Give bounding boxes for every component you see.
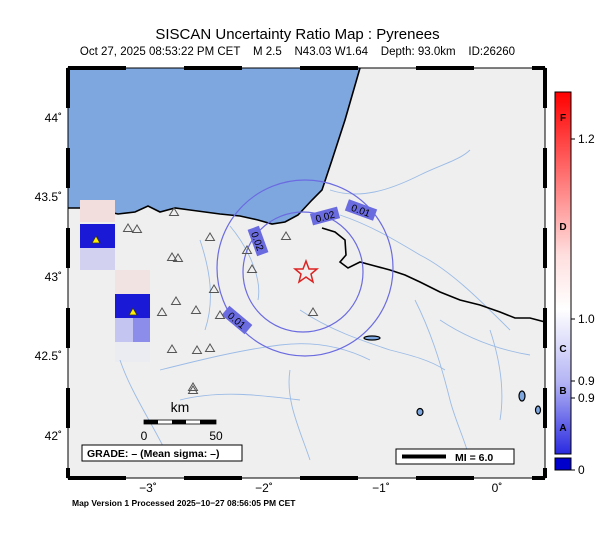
grade-letter: C	[559, 344, 566, 355]
scale-value: 0.9	[578, 374, 595, 388]
scale-unit: km	[171, 399, 190, 415]
event-subtitle: Oct 27, 2025 08:53:22 PM CET M 2.5 N43.0…	[0, 46, 595, 58]
grade-letter: B	[559, 386, 566, 397]
mi-legend-box: MI = 6.0	[395, 448, 515, 465]
contour-label-text: 0.02	[315, 210, 337, 226]
scale-value: 1.0	[578, 312, 595, 326]
coastline	[68, 68, 361, 225]
station-triangle-icon	[170, 296, 182, 305]
bay-of-biscay	[68, 68, 360, 224]
scale-end: 50	[209, 429, 223, 443]
lake	[363, 335, 381, 341]
event-location: N43.03 W1.64	[294, 46, 369, 58]
lake	[416, 407, 424, 417]
station-triangle-icon	[214, 310, 226, 319]
station-triangle-icon	[307, 307, 319, 316]
station-triangle-icon	[241, 245, 253, 254]
lake	[534, 405, 542, 415]
event-date: Oct 27, 2025 08:53:22 PM CET	[79, 46, 241, 58]
frame-ticks	[66, 66, 547, 480]
station-triangle-icon	[166, 344, 178, 353]
grid-cell	[115, 342, 150, 362]
contour-lines	[216, 179, 394, 357]
mi-text: MI = 6.0	[455, 452, 493, 464]
station-triangle-icon	[122, 223, 134, 232]
station-highlighted	[91, 235, 138, 316]
station-triangle-icon	[246, 264, 258, 273]
station-triangle-icon	[131, 224, 143, 233]
scale-value: 0	[578, 463, 585, 477]
station-triangle-icon	[204, 232, 216, 241]
lat-label: 42.5˚	[35, 349, 62, 363]
grade-text: GRADE: – (Mean sigma: –)	[87, 448, 219, 460]
lon-label: −1˚	[372, 481, 390, 495]
lake	[518, 390, 526, 402]
scale-bar: km 0 50	[141, 399, 223, 443]
grid-cell	[80, 200, 115, 222]
station-triangle-icon	[187, 382, 199, 391]
contour-label: 0.02	[309, 206, 341, 226]
station-triangle-icon	[190, 305, 202, 314]
latitude-labels: 44˚ 43.5˚ 43˚ 42.5˚ 42˚	[35, 111, 62, 443]
rivers	[119, 149, 531, 461]
station-triangle-icon	[172, 253, 184, 262]
station-triangle-icon	[168, 207, 180, 216]
station-triangle-icon	[204, 343, 216, 352]
map-footer: Map Version 1 Processed 2025−10−27 08:56…	[72, 498, 296, 508]
color-scale-bar: F D C B A 1.2 1.0 0.9 0.9 0	[554, 91, 595, 477]
scale-value: 0.9	[578, 391, 595, 405]
lat-label: 44˚	[45, 111, 62, 125]
epicenter-star-icon	[292, 258, 320, 284]
lon-label: −3˚	[139, 481, 157, 495]
grid-cell	[80, 248, 115, 270]
event-id: ID:26260	[468, 46, 516, 58]
national-border	[321, 227, 545, 323]
grade-letter: A	[559, 423, 566, 434]
map-title: SISCAN Uncertainty Ratio Map : Pyrenees	[155, 26, 440, 43]
lon-label: 0˚	[492, 481, 503, 495]
lon-label: −2˚	[255, 481, 273, 495]
lat-label: 43˚	[45, 270, 62, 284]
lat-label: 42˚	[45, 429, 62, 443]
station-markers	[122, 207, 319, 394]
grid-cell	[115, 318, 133, 342]
scale-start: 0	[141, 429, 148, 443]
event-depth: Depth: 93.0km	[380, 46, 456, 58]
station-triangle-icon	[187, 385, 199, 394]
event-magnitude: M 2.5	[252, 46, 282, 58]
station-triangle-icon	[280, 231, 292, 240]
station-triangle-icon	[156, 307, 168, 316]
grade-letter: F	[560, 113, 566, 124]
grade-letter: D	[559, 222, 566, 233]
longitude-labels: −3˚ −2˚ −1˚ 0˚	[139, 481, 502, 495]
station-triangle-icon	[191, 345, 203, 354]
station-triangle-icon	[208, 284, 220, 293]
grid-cell	[80, 224, 115, 248]
station-triangle-icon	[166, 252, 178, 261]
grade-box: GRADE: – (Mean sigma: –)	[81, 444, 243, 462]
grid-cell	[115, 270, 150, 294]
scale-value: 1.2	[578, 132, 595, 146]
grid-cell	[133, 318, 150, 342]
lat-label: 43.5˚	[35, 190, 62, 204]
